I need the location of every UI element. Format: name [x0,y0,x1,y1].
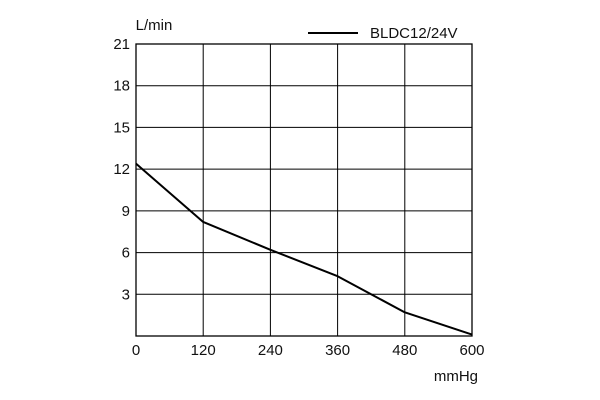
series-line [135,162,473,336]
y-tick-label: 9 [122,203,130,220]
series-group [135,162,473,336]
y-tick-label: 6 [122,245,130,262]
y-tick-label: 18 [113,78,130,95]
x-tick-label: 600 [459,342,484,359]
x-tick-label: 120 [191,342,216,359]
x-tick-label: 360 [325,342,350,359]
grid [135,43,473,336]
y-axis-label: L/min [136,17,173,34]
legend-label: BLDC12/24V [370,25,458,42]
x-tick-label: 240 [258,342,283,359]
y-tick-label: 3 [122,286,130,303]
x-tick-label: 0 [132,342,140,359]
y-tick-label: 15 [113,119,130,136]
legend: BLDC12/24V [308,25,458,42]
x-axis-label: mmHg [434,368,478,385]
y-tick-label: 12 [113,161,130,178]
x-tick-label: 480 [392,342,417,359]
y-tick-label: 21 [113,36,130,53]
y-tick-labels: 3 6 9 12 15 18 21 [113,36,130,303]
plot-frame [135,43,473,337]
x-tick-labels: 0 120 240 360 480 600 [132,342,485,359]
